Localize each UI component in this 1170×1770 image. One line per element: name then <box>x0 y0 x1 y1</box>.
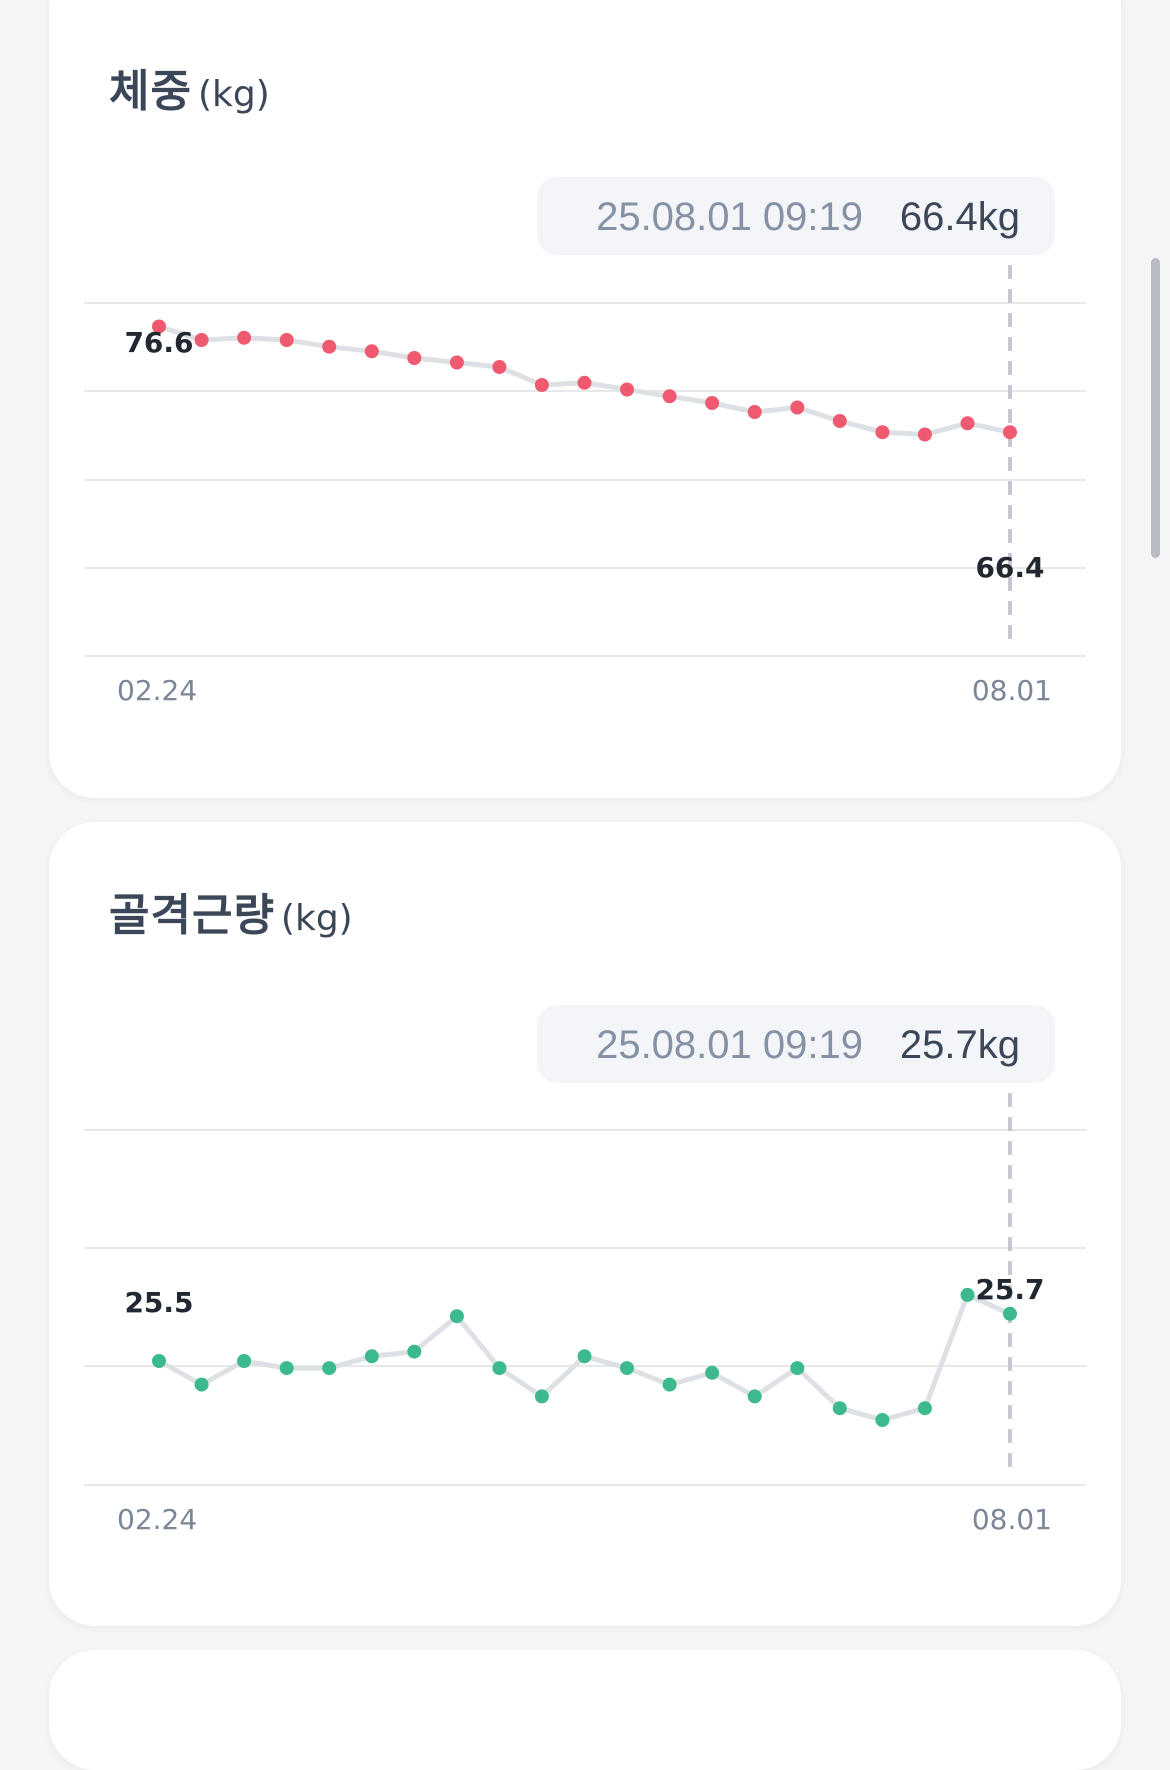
weight-point-19[interactable] <box>917 427 932 442</box>
muscle-point-19[interactable] <box>917 1401 932 1416</box>
weight-point-9[interactable] <box>492 360 507 374</box>
weight-x-start-label: 02.24 <box>117 674 197 707</box>
muscle-point-20[interactable] <box>960 1287 975 1302</box>
weight-point-20[interactable] <box>960 416 975 431</box>
muscle-point-14[interactable] <box>705 1365 720 1380</box>
weight-point-11[interactable] <box>577 375 592 390</box>
muscle-tooltip-datetime: 25.08.01 09:19 <box>596 1023 863 1067</box>
muscle-point-8[interactable] <box>449 1309 464 1324</box>
scrollbar[interactable] <box>1151 258 1160 558</box>
weight-tooltip-datetime: 25.08.01 09:19 <box>596 195 863 239</box>
muscle-x-start-label: 02.24 <box>117 1503 197 1536</box>
weight-point-3[interactable] <box>237 330 252 345</box>
muscle-point-16[interactable] <box>790 1361 805 1376</box>
muscle-point-7[interactable] <box>407 1344 422 1359</box>
muscle-point-3[interactable] <box>237 1354 252 1368</box>
muscle-point-21[interactable] <box>1003 1306 1017 1321</box>
muscle-series <box>152 1287 1017 1427</box>
muscle-first-label: 25.5 <box>124 1286 193 1319</box>
muscle-point-17[interactable] <box>832 1401 847 1416</box>
weight-point-16[interactable] <box>790 400 805 415</box>
muscle-tooltip-bg <box>537 1005 1055 1083</box>
weight-point-5[interactable] <box>322 339 337 354</box>
weight-series <box>152 319 1017 442</box>
muscle-point-5[interactable] <box>322 1361 337 1376</box>
muscle-title-text: 골격근량 <box>109 890 275 941</box>
muscle-title: 골격근량 (kg) <box>109 879 353 943</box>
weight-last-label: 66.4 <box>975 551 1044 584</box>
muscle-point-12[interactable] <box>620 1361 634 1376</box>
weight-point-6[interactable] <box>364 344 379 359</box>
weight-point-8[interactable] <box>449 355 464 370</box>
weight-x-end-label: 08.01 <box>972 674 1052 707</box>
muscle-point-2[interactable] <box>194 1377 209 1392</box>
muscle-tooltip-value: 25.7kg <box>900 1023 1020 1067</box>
weight-first-label: 76.6 <box>124 326 193 359</box>
muscle-unit: (kg) <box>280 898 353 939</box>
weight-point-2[interactable] <box>194 333 209 347</box>
weight-point-18[interactable] <box>875 425 890 440</box>
weight-unit: (kg) <box>197 74 270 115</box>
weight-tooltip-bg <box>537 177 1055 255</box>
muscle-point-6[interactable] <box>364 1349 379 1364</box>
weight-chart[interactable]: 25.08.01 09:19 66.4kg 76.6 66.4 02.24 08… <box>49 0 1121 798</box>
muscle-point-1[interactable] <box>152 1354 166 1368</box>
muscle-point-18[interactable] <box>875 1413 890 1427</box>
weight-title: 체중 (kg) <box>109 55 270 119</box>
weight-point-10[interactable] <box>534 378 549 392</box>
weight-point-15[interactable] <box>747 405 762 419</box>
muscle-last-label: 25.7 <box>975 1273 1044 1306</box>
weight-card[interactable]: 체중 (kg) 25.08.01 09:19 66.4kg 76.6 66.4 0… <box>49 0 1121 798</box>
weight-point-13[interactable] <box>662 389 677 404</box>
weight-tooltip-value: 66.4kg <box>900 195 1020 239</box>
muscle-point-4[interactable] <box>279 1361 294 1376</box>
weight-point-4[interactable] <box>279 333 294 347</box>
weight-title-text: 체중 <box>109 66 192 117</box>
weight-point-14[interactable] <box>705 396 720 410</box>
weight-point-17[interactable] <box>832 414 847 428</box>
muscle-point-10[interactable] <box>534 1389 549 1404</box>
weight-point-1[interactable] <box>152 319 166 334</box>
next-card[interactable] <box>49 1650 1121 1770</box>
muscle-point-11[interactable] <box>577 1349 592 1364</box>
muscle-point-9[interactable] <box>492 1361 507 1376</box>
muscle-x-end-label: 08.01 <box>972 1503 1052 1536</box>
weight-point-7[interactable] <box>407 351 422 365</box>
muscle-point-15[interactable] <box>747 1389 762 1404</box>
weight-point-12[interactable] <box>620 382 634 397</box>
muscle-point-13[interactable] <box>662 1377 677 1392</box>
weight-point-21[interactable] <box>1003 425 1017 440</box>
muscle-chart[interactable]: 25.08.01 09:19 25.7kg 25.5 25.7 02.24 08… <box>49 822 1121 1626</box>
muscle-card[interactable]: 골격근량 (kg) 25.08.01 09:19 25.7kg 25.5 25.7… <box>49 822 1121 1626</box>
